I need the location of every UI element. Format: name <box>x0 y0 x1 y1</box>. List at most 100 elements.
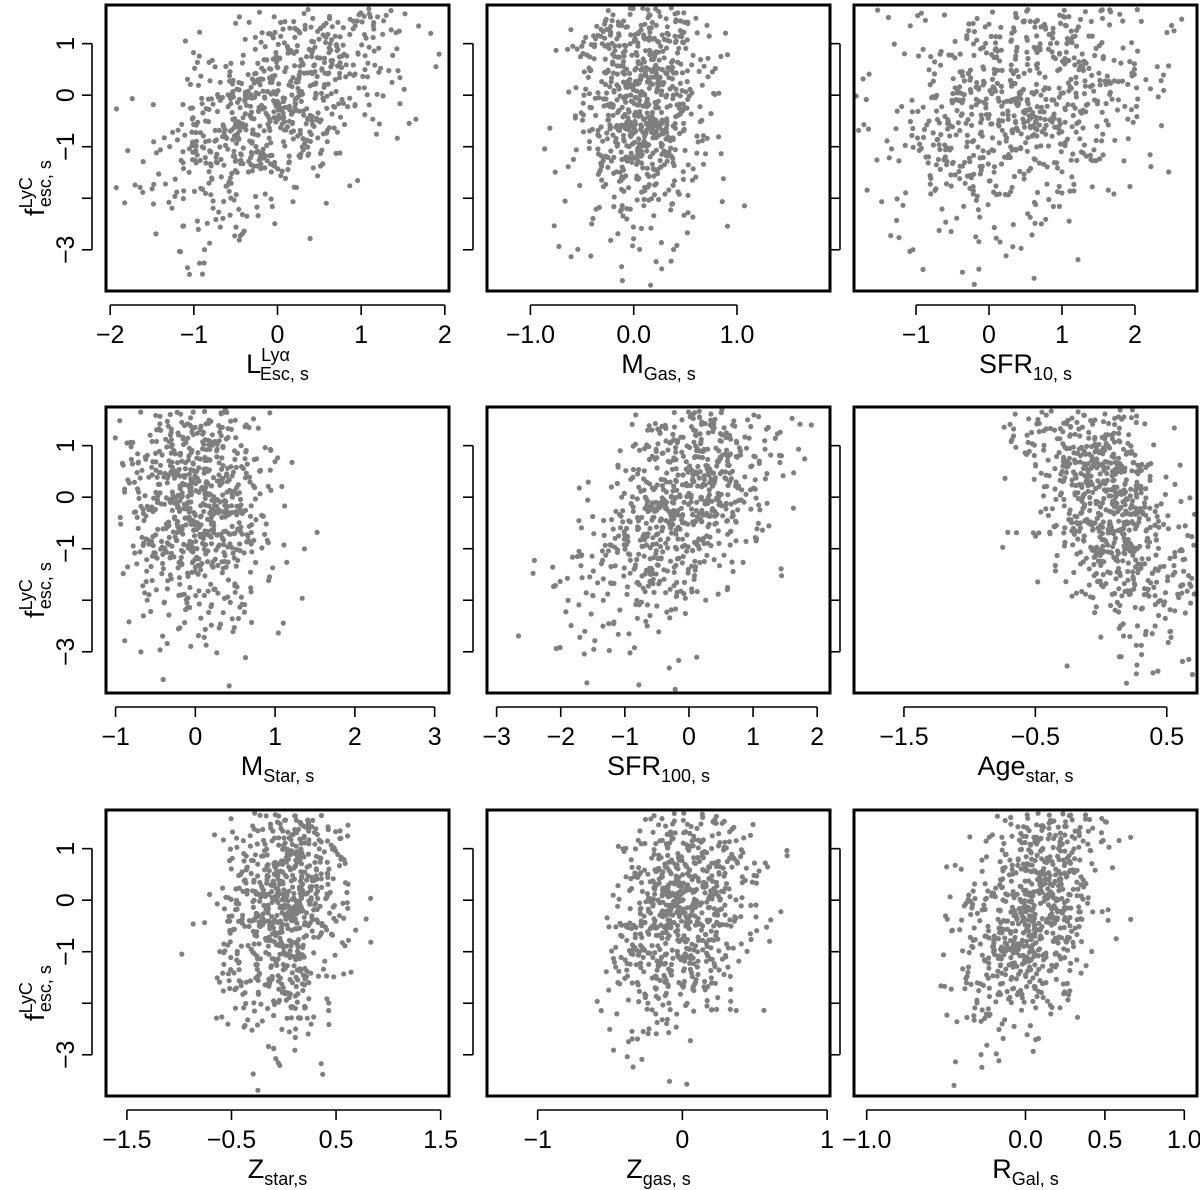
data-point <box>1084 443 1090 449</box>
data-point <box>138 649 144 655</box>
data-point <box>364 74 371 80</box>
data-point <box>1031 476 1037 482</box>
data-point <box>183 607 189 613</box>
data-point <box>1120 18 1126 24</box>
data-point <box>182 482 189 488</box>
data-point <box>1039 409 1045 415</box>
data-point <box>255 991 262 997</box>
data-point <box>1089 33 1095 39</box>
data-point <box>652 485 658 491</box>
data-point <box>670 182 676 188</box>
data-point <box>688 492 694 498</box>
data-point <box>901 51 908 57</box>
data-point <box>202 920 208 926</box>
data-point <box>1001 154 1008 160</box>
data-point <box>706 33 712 39</box>
data-point <box>260 513 266 519</box>
y-tick-label: −3 <box>52 638 80 667</box>
data-point <box>608 564 614 570</box>
data-point <box>610 70 617 76</box>
data-point <box>1112 467 1118 473</box>
data-point <box>232 168 238 174</box>
data-point <box>1117 572 1123 579</box>
data-point <box>157 421 163 427</box>
data-point <box>117 418 123 424</box>
data-point <box>1058 490 1064 496</box>
data-point <box>240 145 246 151</box>
data-point <box>1129 498 1136 504</box>
data-point <box>315 110 321 116</box>
data-point <box>140 189 146 195</box>
data-point <box>204 220 210 226</box>
data-point <box>589 221 595 227</box>
data-point <box>267 446 273 453</box>
data-point <box>182 466 188 472</box>
data-point <box>762 446 768 452</box>
data-point <box>347 71 353 77</box>
data-point <box>1131 71 1137 78</box>
data-point <box>595 580 601 586</box>
data-point <box>1103 581 1109 587</box>
data-point <box>685 570 691 576</box>
data-point <box>321 55 328 61</box>
data-point <box>656 629 662 635</box>
data-point <box>335 19 341 25</box>
data-point <box>320 1071 326 1077</box>
data-point <box>157 413 163 419</box>
data-point <box>252 46 258 52</box>
data-point <box>688 482 694 488</box>
data-point <box>153 438 160 445</box>
data-point <box>329 37 335 43</box>
data-point <box>1083 555 1089 561</box>
data-point <box>345 822 351 828</box>
data-point <box>950 159 956 165</box>
data-point <box>666 665 672 671</box>
data-point <box>253 193 259 200</box>
data-point <box>1044 181 1050 187</box>
data-point <box>673 445 679 451</box>
data-point <box>628 150 634 156</box>
data-point <box>587 574 593 580</box>
data-point <box>1086 566 1092 572</box>
data-point <box>271 1046 277 1052</box>
data-point <box>874 157 880 163</box>
data-point <box>194 430 200 436</box>
data-point <box>1121 581 1127 587</box>
data-point <box>1086 435 1092 441</box>
data-point <box>153 412 159 418</box>
data-point <box>260 915 266 921</box>
data-point <box>565 46 571 52</box>
data-point <box>1109 96 1115 102</box>
data-point <box>808 422 814 428</box>
data-point <box>185 493 191 500</box>
data-point <box>254 1022 261 1028</box>
data-point <box>643 120 649 126</box>
data-point <box>195 633 202 639</box>
data-point <box>218 174 224 180</box>
data-point <box>1011 173 1018 180</box>
data-point <box>678 61 684 67</box>
data-point <box>1031 275 1037 281</box>
data-point <box>360 73 366 79</box>
data-point <box>638 126 644 132</box>
data-point <box>144 597 150 603</box>
data-point <box>350 18 356 24</box>
data-point <box>192 569 198 575</box>
data-point <box>1164 578 1171 584</box>
data-point <box>942 155 948 162</box>
data-point <box>240 115 246 121</box>
data-point <box>323 895 329 901</box>
data-point <box>970 41 977 47</box>
data-point <box>282 19 288 25</box>
data-point <box>646 423 652 429</box>
data-point <box>1021 171 1027 177</box>
data-point <box>1138 18 1144 24</box>
data-point <box>684 37 690 43</box>
data-point <box>212 138 218 144</box>
data-point <box>642 21 648 27</box>
data-point <box>952 172 958 178</box>
data-point <box>233 157 239 164</box>
data-point <box>1012 56 1019 62</box>
data-point <box>314 73 320 80</box>
data-point <box>1116 654 1122 660</box>
